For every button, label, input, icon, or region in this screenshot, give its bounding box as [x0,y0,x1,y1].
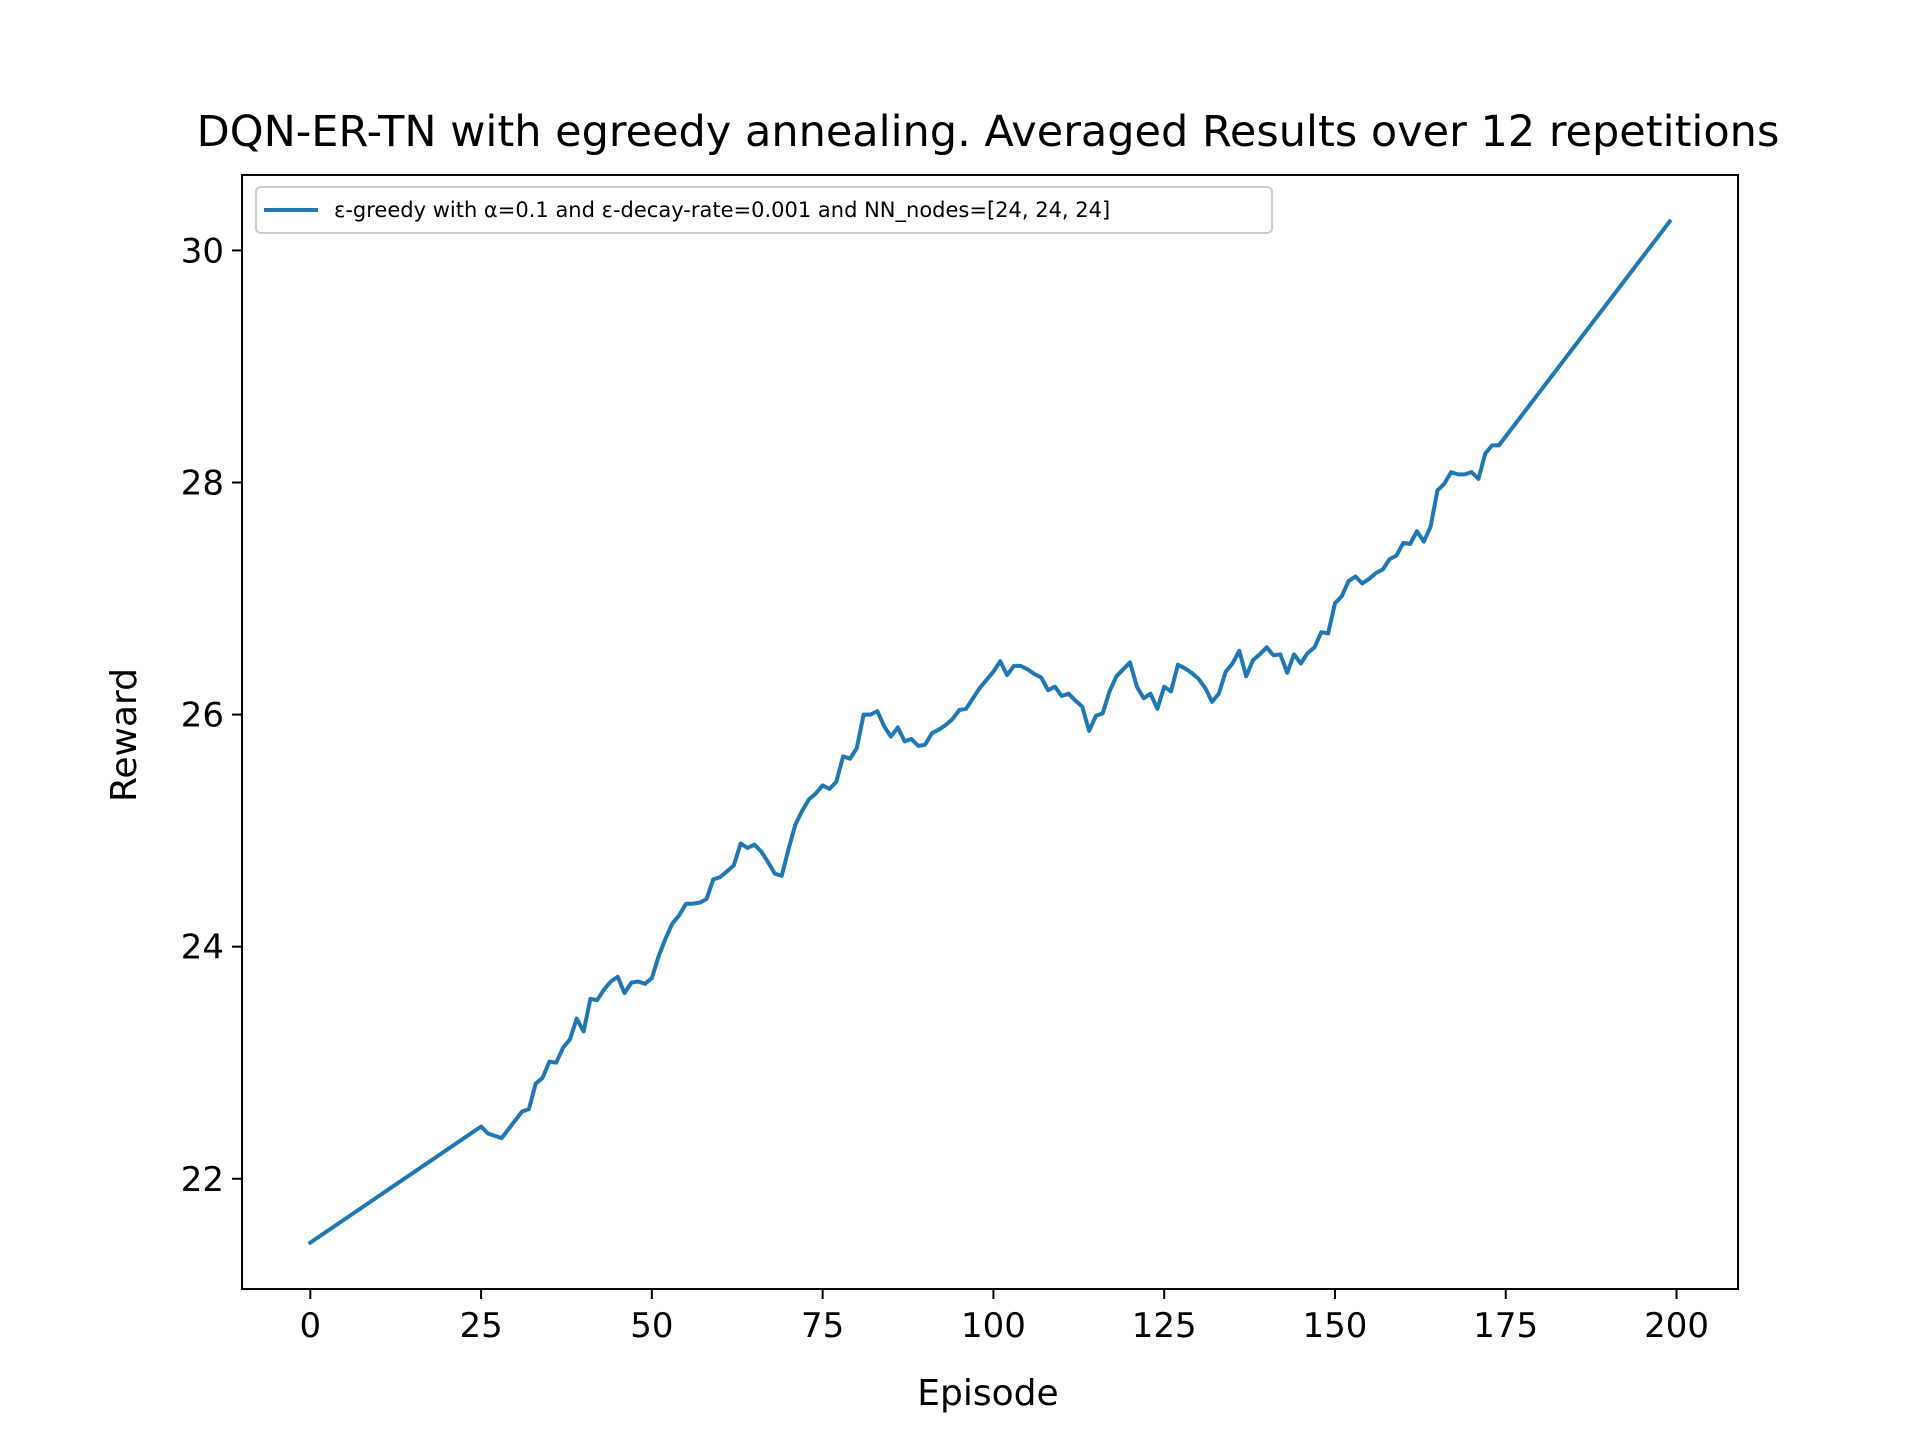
y-tick-label: 30 [181,231,224,271]
series-line [307,218,1673,1246]
x-tick-label: 0 [299,1306,321,1346]
legend-box [255,186,1273,234]
chart-title: DQN-ER-TN with egreedy annealing. Averag… [197,107,1780,157]
y-tick-label: 26 [181,696,224,736]
plot-area-frame [241,174,1739,1290]
y-tick-label: 24 [181,928,224,968]
y-tick-label: 22 [181,1160,224,1200]
x-tick-label: 125 [1132,1306,1197,1346]
y-axis-ticks: 22 24 26 28 30 [181,231,242,1200]
x-tick-label: 75 [801,1306,844,1346]
x-tick-label: 25 [459,1306,502,1346]
y-tick-label: 28 [181,464,224,504]
x-tick-label: 150 [1303,1306,1368,1346]
x-axis-ticks: 0 25 50 75 100 125 150 175 200 [299,1289,1709,1346]
legend: ε-greedy with α=0.1 and ε-decay-rate=0.0… [255,186,1273,234]
x-tick-label: 50 [630,1306,673,1346]
x-tick-label: 200 [1644,1306,1709,1346]
y-axis-label: Reward [104,668,145,802]
legend-label: ε-greedy with α=0.1 and ε-decay-rate=0.0… [334,198,1110,223]
x-tick-label: 100 [961,1306,1026,1346]
x-axis-label: Episode [917,1373,1058,1414]
x-tick-label: 175 [1473,1306,1538,1346]
